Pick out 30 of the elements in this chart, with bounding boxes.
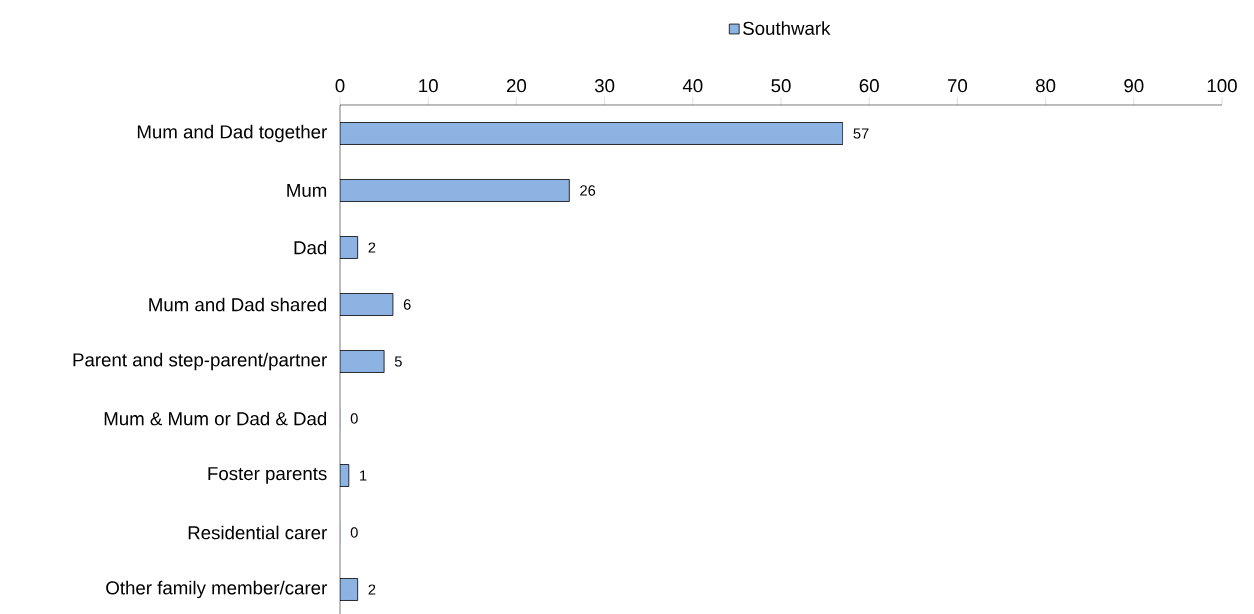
x-tick-label: 60	[859, 79, 879, 93]
data-label: 0	[350, 413, 358, 424]
data-label: 6	[403, 299, 411, 310]
x-tick-label: 40	[682, 79, 703, 93]
legend-label: Southwark	[743, 21, 831, 35]
y-tick-label: Dad	[294, 240, 327, 255]
x-tick-label: 90	[1124, 79, 1144, 93]
y-tick-label: Parent and step-parent/partner	[73, 352, 327, 371]
y-tick-label: Mum & Mum or Dad & Dad	[104, 411, 327, 426]
x-tick-label: 20	[506, 79, 527, 93]
data-label: 2	[368, 584, 376, 595]
x-tick-label: 50	[771, 79, 791, 93]
y-tick-label: Mum and Dad together	[137, 124, 327, 143]
y-tick-label: Residential carer	[188, 525, 327, 540]
x-tick-label: 70	[947, 79, 968, 93]
x-tick-label: 0	[335, 79, 345, 93]
data-label: 57	[853, 128, 869, 139]
y-tick-label: Mum	[287, 183, 327, 198]
y-tick-label: Mum and Dad shared	[149, 297, 327, 312]
y-tick-label: Other family member/carer	[106, 580, 327, 599]
x-tick-label: 30	[594, 79, 615, 93]
data-label: 5	[394, 356, 402, 367]
data-label: 0	[350, 527, 358, 538]
x-tick-label: 10	[419, 79, 438, 93]
x-tick-label: 80	[1036, 79, 1056, 93]
data-label: 2	[368, 242, 376, 253]
data-label: 26	[580, 185, 596, 196]
x-tick-label: 100	[1207, 79, 1237, 93]
y-tick-label: Foster parents	[208, 467, 327, 484]
data-label: 1	[360, 470, 367, 481]
